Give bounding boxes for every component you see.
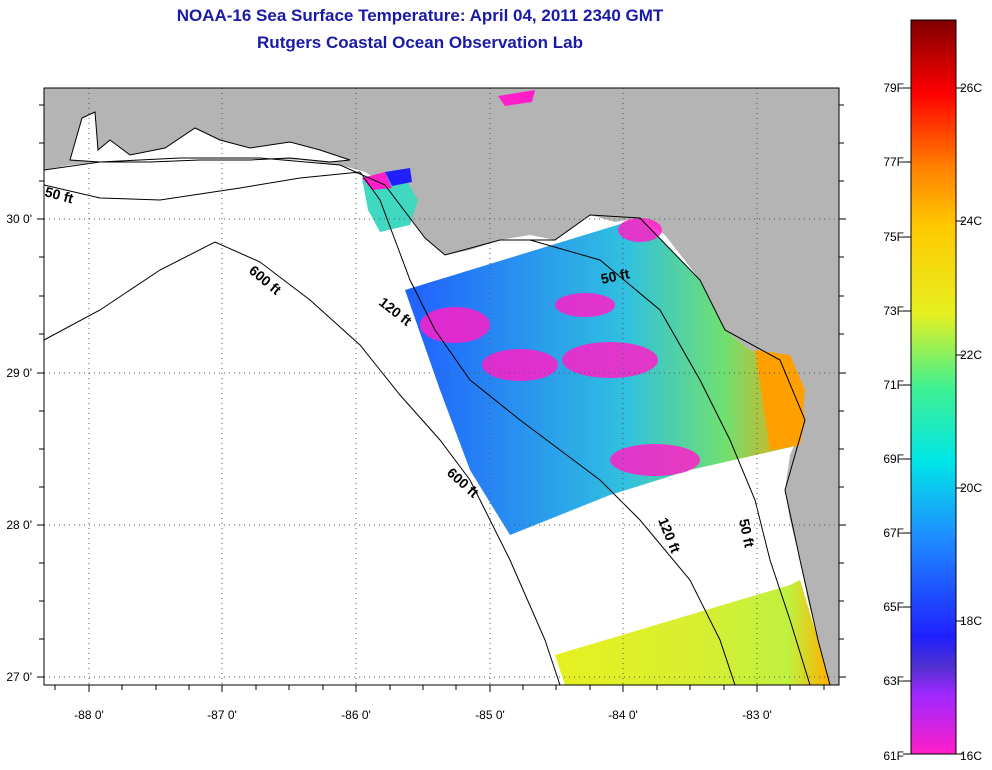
colorbar-c-label: 22C bbox=[960, 348, 982, 362]
contour-120ft bbox=[359, 171, 736, 685]
coastline bbox=[44, 157, 831, 685]
colorbar-c-label: 16C bbox=[960, 749, 982, 763]
lat-label: 27 0' bbox=[6, 670, 32, 684]
colorbar-f-label: 67F bbox=[883, 526, 904, 540]
colorbar-c-label: 26C bbox=[960, 81, 982, 95]
map-title: NOAA-16 Sea Surface Temperature: April 0… bbox=[176, 6, 664, 25]
sst-warm-coast bbox=[755, 350, 805, 450]
land-mass bbox=[44, 88, 839, 685]
colorbar-ticks bbox=[903, 87, 964, 755]
sst-cold-patch bbox=[562, 342, 658, 378]
coast-detail bbox=[69, 111, 351, 163]
contour-label: 50 ft bbox=[599, 265, 631, 287]
sst-patch-nw-blue bbox=[385, 168, 412, 186]
lon-label: -85 0' bbox=[475, 708, 505, 722]
sst-cold-patch bbox=[482, 349, 558, 381]
contour-50ft-west bbox=[44, 171, 361, 201]
contour-label: 50 ft bbox=[43, 183, 75, 206]
colorbar-f-label: 73F bbox=[883, 304, 904, 318]
sst-cold-patch bbox=[618, 218, 662, 242]
lon-label: -87 0' bbox=[207, 708, 237, 722]
contour-label: 50 ft bbox=[736, 517, 758, 549]
colorbar-f-label: 63F bbox=[883, 674, 904, 688]
sst-swath-south bbox=[555, 580, 830, 685]
lat-label: 28 0' bbox=[6, 518, 32, 532]
colorbar-f-label: 71F bbox=[883, 378, 904, 392]
tick-marks bbox=[37, 104, 846, 692]
lat-label: 30 0' bbox=[6, 212, 32, 226]
sst-cold-patch bbox=[610, 444, 700, 476]
contour-600ft bbox=[44, 241, 561, 685]
sst-patch-small bbox=[498, 90, 535, 106]
sst-cold-patch bbox=[555, 293, 615, 317]
colorbar-f-label: 61F bbox=[883, 749, 904, 763]
lon-label: -88 0' bbox=[74, 708, 104, 722]
colorbar-c-label: 24C bbox=[960, 214, 982, 228]
colorbar-c-label: 18C bbox=[960, 614, 982, 628]
colorbar-f-label: 79F bbox=[883, 81, 904, 95]
map-frame bbox=[43, 87, 840, 686]
colorbar-f-label: 65F bbox=[883, 600, 904, 614]
colorbar-f-label: 77F bbox=[883, 155, 904, 169]
colorbar-c-label: 20C bbox=[960, 481, 982, 495]
map-subtitle: Rutgers Coastal Ocean Observation Lab bbox=[257, 33, 583, 52]
lon-label: -84 0' bbox=[608, 708, 638, 722]
colorbar-f-label: 69F bbox=[883, 452, 904, 466]
contour-50ft-east bbox=[529, 239, 811, 685]
lat-label: 29 0' bbox=[6, 366, 32, 380]
lon-label: -86 0' bbox=[341, 708, 371, 722]
lon-label: -83 0' bbox=[742, 708, 772, 722]
colorbar bbox=[910, 19, 957, 755]
colorbar-f-label: 75F bbox=[883, 230, 904, 244]
sst-cold-patch bbox=[420, 307, 490, 343]
